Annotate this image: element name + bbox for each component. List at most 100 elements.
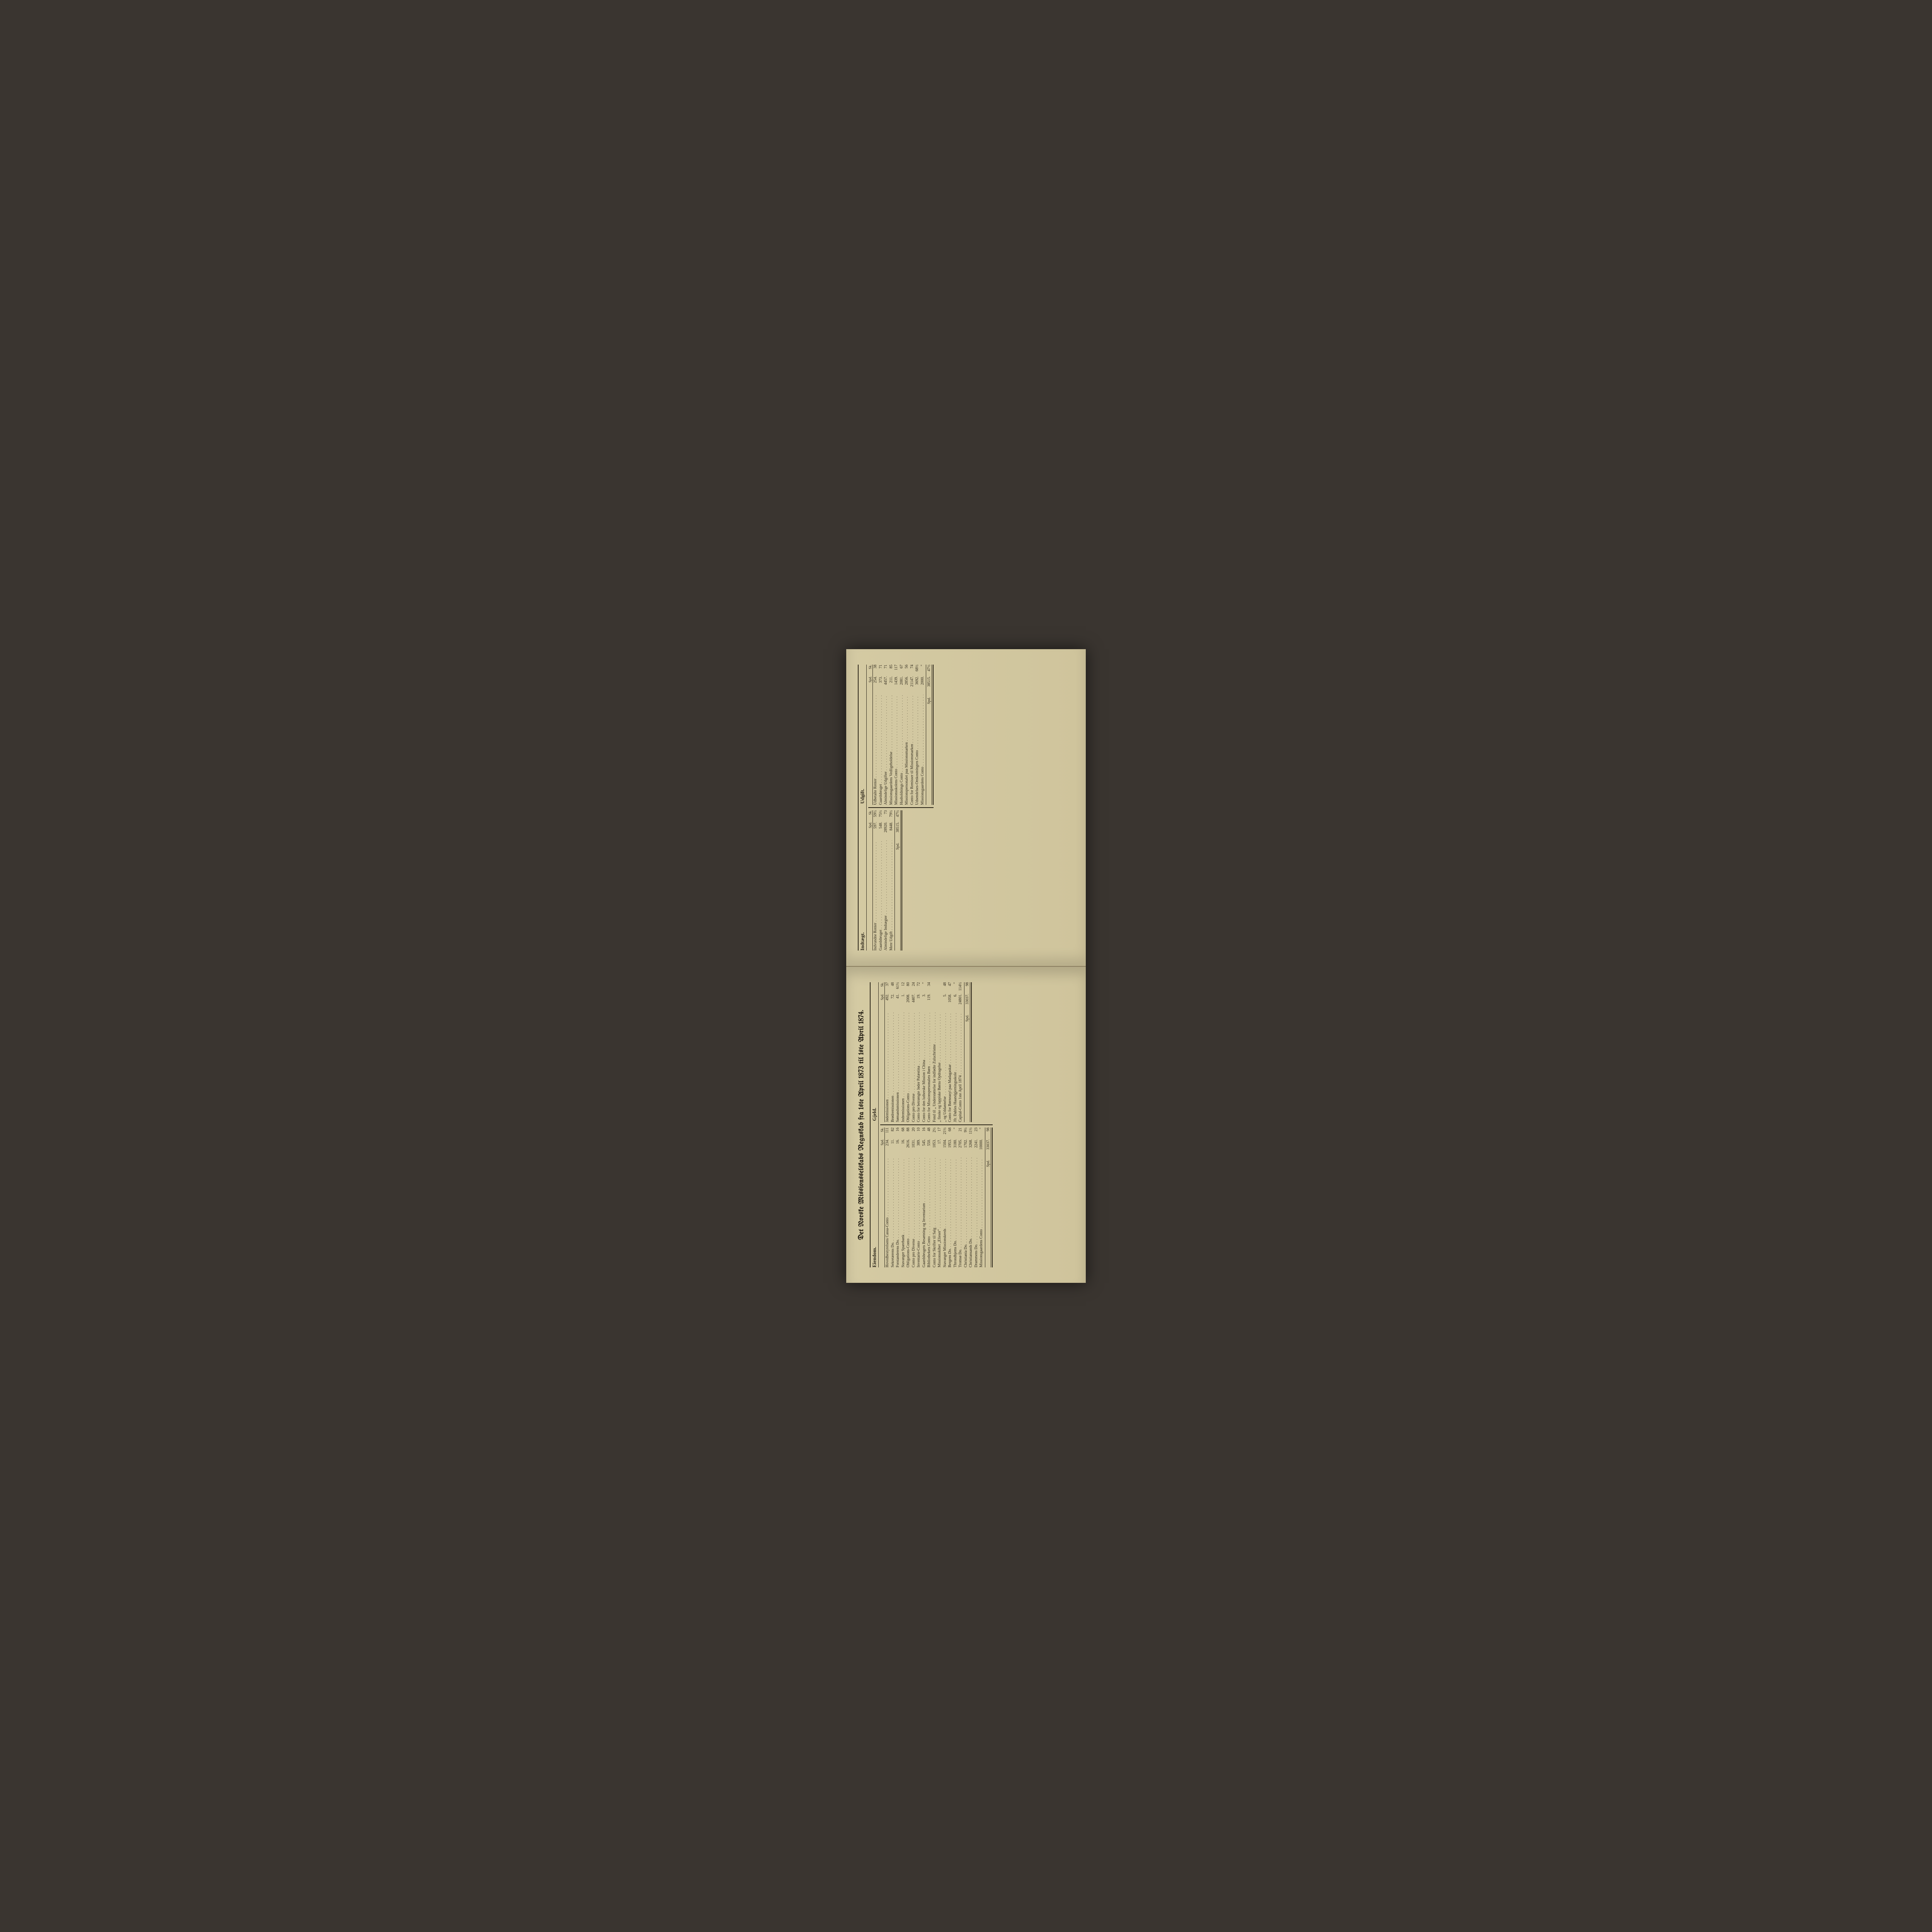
sk-header: Sk. <box>868 665 872 676</box>
row-sk: 71 <box>878 665 884 676</box>
section-headers-right-page: Indtægt. Udgift. <box>858 665 867 951</box>
row-spd: 389. <box>916 1139 922 1158</box>
row-label: Sekretærens Do. <box>890 1158 896 1267</box>
sk-header: Sk. <box>868 810 872 822</box>
row-sk: 79½ <box>889 810 894 822</box>
indtaegt-total: Spd. 38515. 47½ <box>895 810 900 951</box>
row-spd: 1. <box>901 994 906 1012</box>
ledger-row: Conto for den lutherske Mission i China3… <box>922 982 927 1122</box>
row-spd: 373. <box>878 676 884 695</box>
row-sk: 117 <box>894 665 899 676</box>
row-sk <box>937 982 942 994</box>
udgift-total: Spd. 38515. 47½ <box>926 665 931 805</box>
row-sk: 74 <box>910 665 915 676</box>
row-sk: 48 <box>942 982 948 994</box>
row-spd: 2081. <box>899 676 905 695</box>
row-spd: 8448. <box>889 822 894 840</box>
indtaegt-rows: Indvundne Renter597.59½Gaardsbruget548.7… <box>873 810 894 951</box>
row-sk: " <box>979 1128 984 1139</box>
ledger-row: Throndhjems Do.3180." <box>953 1128 958 1267</box>
ledger-row: Hovedbestyrelsens Cassa-Conto234.111 <box>885 1128 890 1267</box>
ledger-row: Capital-Conto 1ste April 187424801.114½ <box>958 982 963 1122</box>
row-sk: 72 <box>916 982 922 994</box>
ledger-row: Almindelige Udgifter4457.71 <box>883 665 889 805</box>
header-indtaegt: Indtægt. <box>859 811 866 951</box>
row-spd: 3180. <box>953 1139 958 1158</box>
row-sk: 59½ <box>873 810 878 822</box>
ledger-row: Conto pro Diverse4407.24 <box>911 982 917 1122</box>
row-sk: 10 <box>916 1128 922 1139</box>
spd-header: Spd. <box>880 1139 884 1158</box>
row-spd: 1031. <box>911 1139 917 1158</box>
row-sk: 16 <box>922 1128 927 1139</box>
row-sk: 17 <box>937 1128 942 1139</box>
row-label: Bibliothekets Conto <box>927 1158 932 1267</box>
row-label: Conto for Remisser til Missionsmarken <box>910 695 915 805</box>
row-sk: 73 <box>883 810 889 822</box>
header-eiendom: Eiendom. <box>871 1129 878 1267</box>
row-label: Missionsgaardens Conto <box>920 695 925 805</box>
row-sk: 21 <box>958 1128 963 1139</box>
row-label: Gaardsbruget <box>878 840 884 951</box>
spd-header: Spd. <box>868 676 872 695</box>
row-label: Conto for Skrifter til Salg <box>932 1158 937 1267</box>
ledger-row: Missionspersonalet paa Missionsmarken285… <box>904 665 910 805</box>
ledger-row: Sømandsmissionen41.61½ <box>895 982 901 1122</box>
row-label: Hovedbestyrelsens Cassa-Conto <box>885 1158 890 1267</box>
eiendom-column: Spd. Sk. Hovedbestyrelsens Cassa-Conto23… <box>880 1128 993 1267</box>
ledger-row: Stavanger Missionskreds1504.21½ <box>942 1128 948 1267</box>
ledger-row: Forstanderens Do.16.16 <box>895 1128 901 1267</box>
row-spd: 72. <box>890 994 896 1012</box>
row-sk: 82 <box>890 1128 896 1139</box>
row-sk: 9½ <box>963 1128 969 1139</box>
row-sk: " <box>953 982 958 994</box>
row-sk: 12 <box>901 982 906 994</box>
ledger-row: Bibliothekets Conto550.48 <box>927 1128 932 1267</box>
ledger-row: „ og Uddannelse5.48 <box>942 982 948 1122</box>
row-label: Stavanger Sparebank <box>901 1158 906 1267</box>
row-label: Sømandsmissionen <box>895 1012 901 1122</box>
ledger-row: „ finske og lappiske Børns Opdragelse <box>937 982 942 1122</box>
row-label: Obligations-Conto <box>906 1158 911 1267</box>
ledger-row: Missionsgaardens Conto2000." <box>920 665 925 805</box>
row-spd: 2856. <box>904 676 910 695</box>
ledger-row: Obligations-Conto2008.80 <box>906 982 911 1122</box>
ledger-row: Christiania Do.1702.9½ <box>963 1128 969 1267</box>
ledger-row: Conto pro Diverse1031.20 <box>911 1128 917 1267</box>
row-sk: 71 <box>883 665 889 676</box>
row-spd: 6. <box>953 994 958 1012</box>
ledger-left-page: Spd. Sk. Hovedbestyrelsens Cassa-Conto23… <box>880 982 993 1267</box>
row-sk: 61½ <box>895 982 901 994</box>
row-label: Missionspersonalet paa Missionsmarken <box>904 695 910 805</box>
row-sk: 68 <box>947 1128 953 1139</box>
row-label: Indremissionen <box>901 1012 906 1122</box>
ledger-row: Conto for betrængte Jøder Palæstina19.72 <box>916 982 922 1122</box>
row-sk: 88 <box>906 1128 911 1139</box>
row-sk: 2½ <box>932 1128 937 1139</box>
row-label: Almindelige Udgifter <box>883 695 889 805</box>
row-label: Drammens Do. <box>974 1158 979 1267</box>
ledger-row: Bergens Do.1953.68 <box>947 1128 953 1267</box>
document-title: Det Norske Missionsselskabs Regnskab fra… <box>858 982 865 1267</box>
ledger-row: Indvundne Renter597.59½ <box>873 810 878 951</box>
row-spd: 550. <box>927 1139 932 1158</box>
row-spd: 16. <box>895 1139 901 1158</box>
row-label: Stavanger Missionskreds <box>942 1158 948 1267</box>
row-spd: 17. <box>937 1139 942 1158</box>
col-headers: Spd. Sk. <box>880 1128 885 1267</box>
row-spd: 4457. <box>883 676 889 695</box>
row-label: Udbetalte Renter <box>873 695 878 805</box>
ledger-row: Gaardsbruget373.71 <box>878 665 884 805</box>
row-spd: 5. <box>942 994 948 1012</box>
row-label: Mere Udgift <box>889 840 894 951</box>
row-sk: 75½ <box>878 810 884 822</box>
row-spd: 41. <box>895 994 901 1012</box>
row-label: Christiansands Do. <box>968 1158 974 1267</box>
ledger-row: Gaardsbrugets Besætning og Inventarium54… <box>922 1128 927 1267</box>
row-spd: 1953. <box>947 1139 953 1158</box>
row-label: Udsendelses-Omkostningers Conto <box>915 695 920 805</box>
eiendom-rows: Hovedbestyrelsens Cassa-Conto234.111Sekr… <box>885 1128 984 1267</box>
row-spd: 16. <box>901 1139 906 1158</box>
row-spd: 1504. <box>942 1139 948 1158</box>
ledger-row: Missionsgaardens Conto10000." <box>979 1128 984 1267</box>
